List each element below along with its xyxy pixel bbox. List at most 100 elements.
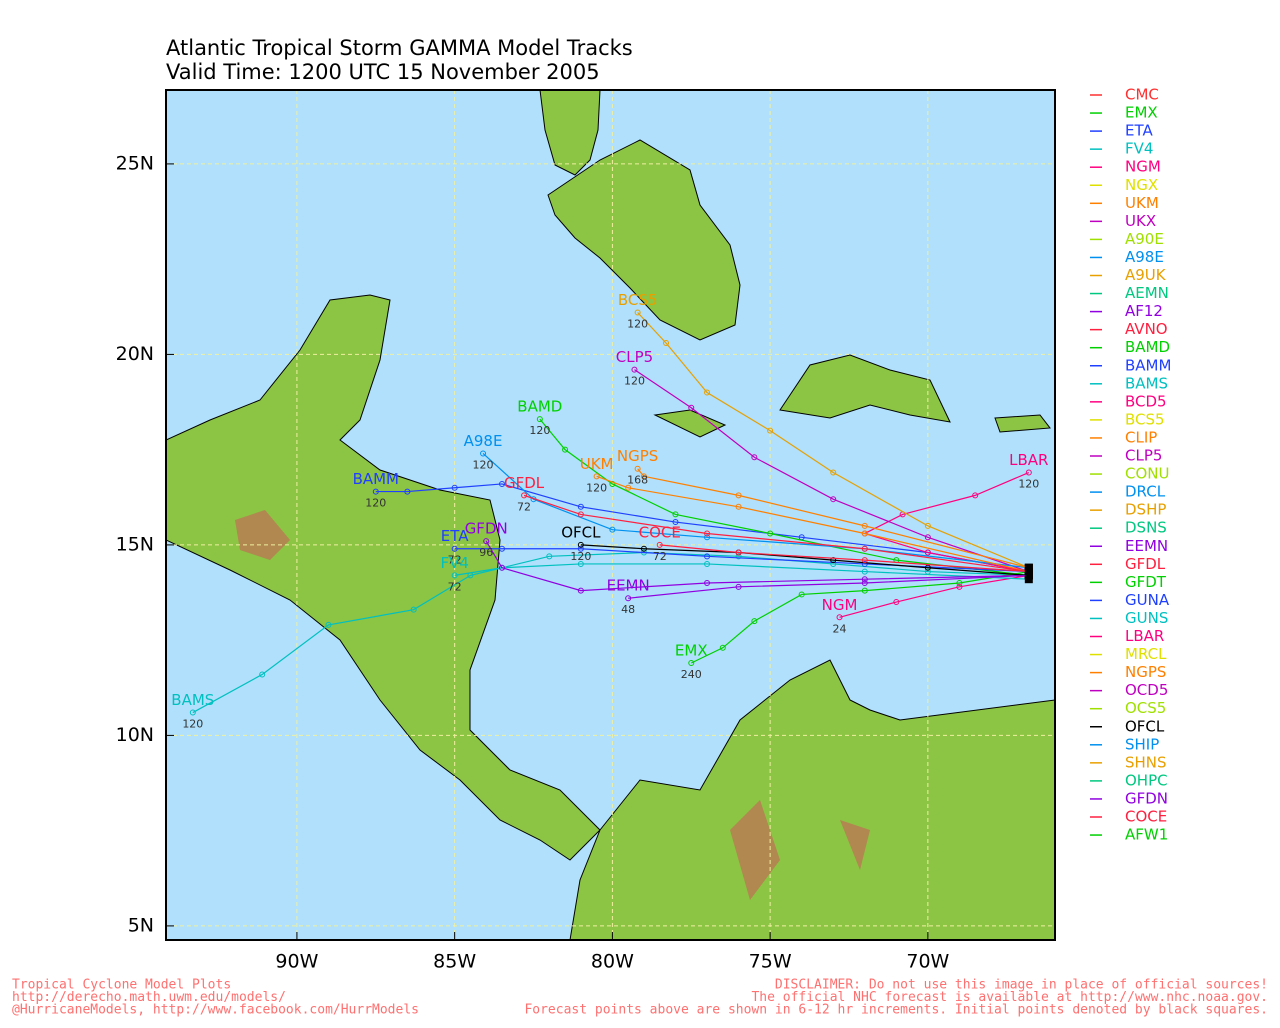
forecast-point (609, 526, 616, 533)
track-label: FV4 (440, 554, 468, 572)
track (637, 312, 1030, 569)
forecast-point (767, 530, 774, 537)
legend-label: FV4 (1125, 140, 1153, 158)
track-label: NGM (822, 596, 858, 614)
legend-label: A90E (1125, 230, 1164, 248)
forecast-point (704, 534, 711, 541)
forecast-point (404, 488, 411, 495)
legend-label: OFCL (1125, 717, 1165, 735)
forecast-point (451, 484, 458, 491)
forecast-point (924, 564, 931, 571)
legend-label: UKX (1125, 212, 1156, 230)
track-label: NGPS (617, 447, 658, 465)
track-label: UKM (580, 455, 614, 473)
track (375, 483, 1029, 573)
forecast-point (704, 560, 711, 567)
forecast-point (704, 553, 711, 560)
hour-label: 72 (448, 554, 462, 567)
forecast-point (751, 618, 758, 625)
track-label: COCE (639, 523, 681, 541)
legend-label: MRCL (1125, 645, 1167, 663)
legend-label: CONU (1125, 465, 1169, 483)
forecast-point (498, 545, 505, 552)
forecast-point (577, 560, 584, 567)
legend-label: AF12 (1125, 302, 1163, 320)
hour-label: 168 (627, 474, 648, 487)
x-tick-label: 70W (906, 951, 949, 973)
y-tick-label: 5N (128, 914, 154, 936)
forecast-point (924, 522, 931, 529)
legend-label: BAMM (1125, 356, 1171, 374)
land (166, 90, 1055, 940)
forecast-point (861, 568, 868, 575)
forecast-point (640, 545, 647, 552)
legend-label: BCD5 (1125, 392, 1167, 410)
track (634, 369, 1030, 573)
forecast-point (735, 492, 742, 499)
legend-label: CMC (1125, 86, 1159, 104)
hour-label: 120 (624, 375, 645, 388)
forecast-point (521, 492, 528, 499)
footer-right: DISCLAIMER: Do not use this image in pla… (775, 978, 1268, 993)
forecast-point (536, 416, 543, 423)
y-tick-label: 25N (116, 152, 154, 174)
legend-label: GUNS (1125, 609, 1168, 627)
footer-left: Tropical Cyclone Model Plots (12, 978, 231, 993)
forecast-point (656, 541, 663, 548)
y-tick-label: 10N (116, 724, 154, 746)
track (863, 471, 1030, 573)
forecast-point (1025, 469, 1032, 476)
forecast-point (672, 511, 679, 518)
forecast-point (259, 671, 266, 678)
hour-label: 120 (529, 424, 550, 437)
track (482, 453, 1029, 569)
track-label: LBAR (1009, 451, 1048, 469)
footer-right: Forecast points above are shown in 6-12 … (524, 1003, 1268, 1018)
forecast-point (735, 503, 742, 510)
forecast-point (577, 587, 584, 594)
y-tick-label: 15N (116, 533, 154, 555)
hour-label: 120 (570, 550, 591, 563)
forecast-point (861, 530, 868, 537)
forecast-point (798, 591, 805, 598)
hour-label: 120 (182, 718, 203, 731)
hour-label: 120 (365, 497, 386, 510)
forecast-point (830, 469, 837, 476)
track-label: EMX (675, 642, 708, 660)
legend-label: A98E (1125, 248, 1164, 266)
hour-label: 48 (621, 603, 635, 616)
forecast-point (634, 309, 641, 316)
y-tick-label: 20N (116, 343, 154, 365)
legend-label: ETA (1125, 122, 1153, 140)
legend-label: NGPS (1125, 663, 1166, 681)
map-frame (165, 89, 1056, 941)
forecast-point (546, 553, 553, 560)
track-label: A98E (464, 432, 503, 450)
track (580, 544, 1029, 576)
forecast-point (972, 492, 979, 499)
forecast-point (577, 503, 584, 510)
legend-label: BAMD (1125, 338, 1170, 356)
subtitle: Valid Time: 1200 UTC 15 November 2005 (166, 60, 600, 84)
mountains (235, 510, 870, 900)
forecast-point (498, 564, 505, 571)
track-label: BCS5 (618, 291, 658, 309)
hour-label: 120 (627, 318, 648, 331)
map-area (166, 90, 1055, 940)
forecast-point (719, 644, 726, 651)
hour-label: 120 (1018, 478, 1039, 491)
legend-label: AFW1 (1125, 826, 1168, 844)
legend-label: CLP5 (1125, 447, 1162, 465)
hour-label: 72 (653, 550, 667, 563)
track-label: BAMM (353, 470, 399, 488)
hour-label: 24 (833, 622, 847, 635)
forecast-point (836, 614, 843, 621)
hour-label: 240 (681, 668, 702, 681)
legend-label: EEMN (1125, 537, 1168, 555)
legend-label: GFDL (1125, 555, 1166, 573)
x-tick-label: 90W (275, 951, 318, 973)
forecast-point (735, 583, 742, 590)
forecast-point (483, 538, 490, 545)
track (523, 494, 1029, 573)
track-label: BAMD (517, 398, 562, 416)
